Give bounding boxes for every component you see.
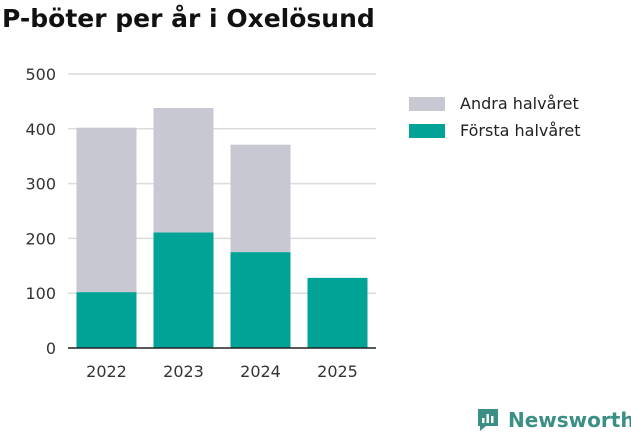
- y-tick-labels: 0 100 200 300 400 500: [25, 65, 56, 358]
- bar-2022-series-0[interactable]: [76, 292, 137, 348]
- y-tick-label: 400: [25, 120, 56, 139]
- legend-swatch-andra: [409, 96, 445, 111]
- bar-2022-series-1[interactable]: [76, 127, 137, 293]
- bar-2023-series-0[interactable]: [153, 232, 214, 348]
- bars: [76, 107, 368, 348]
- x-tick-label: 2023: [163, 362, 204, 381]
- x-tick-label: 2022: [86, 362, 127, 381]
- y-tick-label: 100: [25, 284, 56, 303]
- bar-2025-series-0[interactable]: [307, 277, 368, 348]
- bar-chart-icon: [478, 409, 498, 431]
- y-tick-label: 200: [25, 229, 56, 248]
- y-tick-label: 500: [25, 65, 56, 84]
- brand-name: Newsworthy: [508, 408, 631, 432]
- bar-2023-series-1[interactable]: [153, 107, 214, 233]
- x-tick-labels: 2022 2023 2024 2025: [86, 362, 358, 381]
- x-tick-label: 2024: [240, 362, 281, 381]
- bar-2024-series-0[interactable]: [230, 252, 291, 348]
- legend: Andra halvåret Första halvåret: [409, 90, 581, 144]
- chart-title: P-böter per år i Oxelösund: [2, 4, 375, 33]
- bar-2024-series-1[interactable]: [230, 144, 291, 253]
- legend-item-forsta[interactable]: Första halvåret: [409, 117, 581, 144]
- legend-item-andra[interactable]: Andra halvåret: [409, 90, 581, 117]
- y-tick-label: 0: [46, 339, 56, 358]
- legend-swatch-forsta: [409, 123, 445, 138]
- legend-label-andra: Andra halvåret: [460, 94, 579, 113]
- newsworthy-logo: Newsworthy: [476, 407, 631, 433]
- y-tick-label: 300: [25, 175, 56, 194]
- x-tick-label: 2025: [317, 362, 358, 381]
- legend-label-forsta: Första halvåret: [460, 121, 581, 140]
